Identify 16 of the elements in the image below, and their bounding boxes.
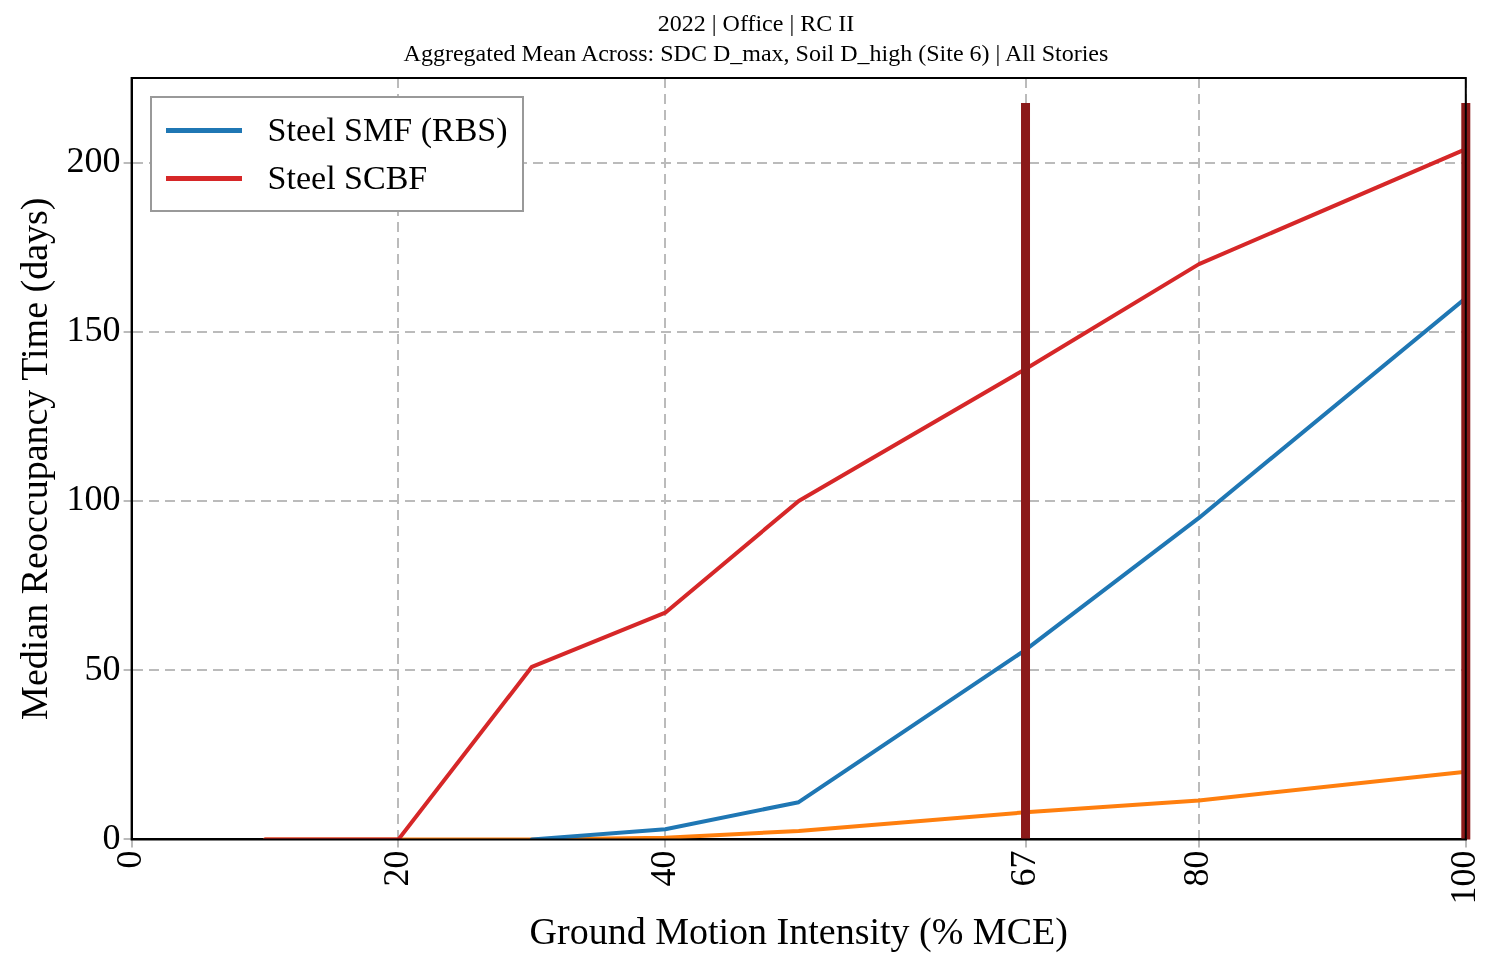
legend-label: Steel SCBF — [267, 159, 428, 197]
chart-title: 2022 | Office | RC II — [656, 9, 856, 38]
y-tick-label: 50 — [84, 647, 121, 688]
x-axis-title: Ground Motion Intensity (% MCE) — [529, 910, 1068, 954]
x-tick-label: 67 — [1002, 850, 1043, 887]
y-axis-title: Median Reoccupancy Time (days) — [12, 197, 56, 720]
y-tick-label: 200 — [66, 140, 121, 181]
x-tick-label: 40 — [642, 850, 683, 887]
chart-subtitle: Aggregated Mean Across: SDC D_max, Soil D_high (Site 6) | All Stories — [402, 39, 1110, 68]
y-tick-label: 100 — [66, 478, 121, 519]
x-tick-label: 0 — [109, 850, 150, 869]
legend-label: Steel SMF (RBS) — [267, 111, 508, 149]
x-tick-label: 100 — [1443, 850, 1484, 905]
x-tick-label: 20 — [375, 850, 416, 887]
y-tick-label: 150 — [66, 309, 121, 350]
x-tick-label: 80 — [1176, 850, 1217, 887]
